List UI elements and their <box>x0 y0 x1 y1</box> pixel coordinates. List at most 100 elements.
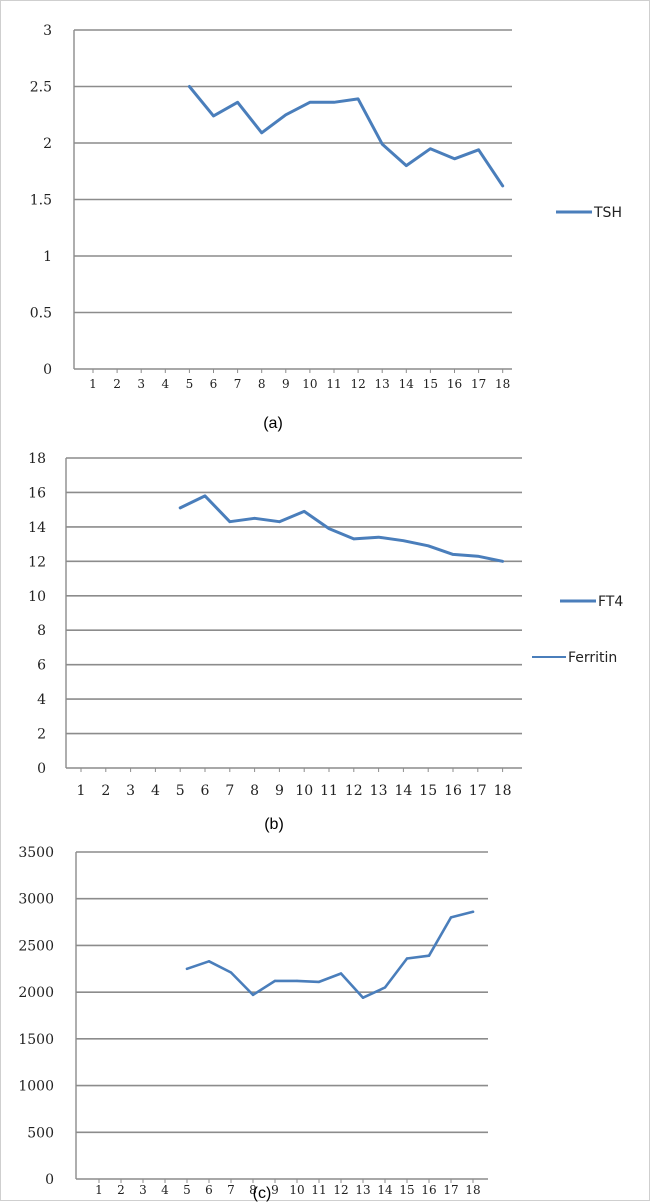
data-point <box>295 979 299 983</box>
data-point <box>501 560 504 563</box>
x-tick-label: 10 <box>295 783 313 799</box>
data-point <box>405 957 409 960</box>
series-line-tsh <box>187 85 505 188</box>
x-tick-label: 8 <box>249 1183 257 1197</box>
x-tick-label: 5 <box>183 1183 191 1197</box>
x-tick-label: 4 <box>161 1183 169 1197</box>
x-tick-label: 1 <box>77 783 86 799</box>
x-tick-label: 18 <box>495 377 510 391</box>
data-point <box>339 972 343 975</box>
panel-caption: (c) <box>253 1185 272 1202</box>
series-line-ft4 <box>178 494 505 563</box>
data-point <box>212 114 215 118</box>
x-tick-label: 8 <box>250 783 259 799</box>
x-tick-label: 18 <box>494 783 512 799</box>
data-point <box>429 147 432 150</box>
y-tick-label: 6 <box>37 658 46 674</box>
data-point <box>207 960 211 963</box>
y-tick-label: 3 <box>43 23 52 39</box>
legend-label: TSH <box>593 205 622 221</box>
data-point <box>501 184 504 188</box>
y-tick-label: 1.5 <box>30 193 52 209</box>
x-tick-label: 9 <box>282 377 290 391</box>
data-point <box>303 510 306 513</box>
data-point <box>236 101 239 104</box>
data-point <box>203 494 207 498</box>
x-tick-label: 12 <box>333 1183 348 1197</box>
x-tick-label: 2 <box>101 783 110 799</box>
y-tick-label: 10 <box>28 589 46 605</box>
x-tick-label: 5 <box>186 377 194 391</box>
x-tick-label: 3 <box>139 1183 147 1197</box>
data-point <box>361 996 365 999</box>
legend-label: FT4 <box>598 594 623 610</box>
x-tick-label: 9 <box>271 1183 279 1197</box>
data-point <box>427 544 430 548</box>
y-tick-label: 18 <box>28 451 46 467</box>
x-tick-label: 13 <box>375 377 390 391</box>
data-point <box>188 85 191 88</box>
y-tick-label: 0.5 <box>30 306 52 322</box>
y-tick-label: 2 <box>43 136 52 152</box>
x-tick-label: 8 <box>258 377 266 391</box>
x-tick-label: 7 <box>225 783 234 799</box>
y-tick-label: 500 <box>27 1125 54 1141</box>
data-point <box>228 520 231 523</box>
data-point <box>273 979 277 983</box>
data-point <box>381 142 384 146</box>
x-tick-label: 14 <box>399 377 415 391</box>
x-tick-label: 15 <box>423 377 438 391</box>
y-tick-label: 0 <box>45 1172 54 1188</box>
x-tick-label: 11 <box>311 1183 326 1197</box>
data-point <box>317 980 321 984</box>
x-tick-label: 3 <box>126 783 135 799</box>
data-point <box>260 131 263 135</box>
data-point <box>377 536 380 539</box>
x-tick-label: 13 <box>370 783 388 799</box>
x-tick-label: 7 <box>234 377 242 391</box>
data-point <box>352 537 355 541</box>
data-point <box>253 517 256 520</box>
x-tick-label: 10 <box>289 1183 304 1197</box>
x-tick-label: 1 <box>89 377 97 391</box>
data-point <box>179 506 182 510</box>
x-tick-label: 7 <box>227 1183 235 1197</box>
x-tick-label: 6 <box>201 783 210 799</box>
x-tick-label: 17 <box>469 783 487 799</box>
y-tick-label: 16 <box>28 485 46 501</box>
data-point <box>308 101 312 104</box>
x-tick-label: 13 <box>355 1183 370 1197</box>
data-point <box>278 520 281 523</box>
data-point <box>185 967 189 970</box>
x-tick-label: 2 <box>117 1183 125 1197</box>
data-point <box>427 954 431 957</box>
x-tick-label: 15 <box>399 1183 414 1197</box>
x-tick-label: 3 <box>137 377 145 391</box>
x-tick-label: 14 <box>377 1183 393 1197</box>
panel-caption: (a) <box>263 415 283 432</box>
y-tick-label: 12 <box>28 554 46 570</box>
data-point <box>356 97 360 101</box>
data-point <box>402 539 405 542</box>
y-tick-label: 2500 <box>18 938 54 954</box>
data-point <box>451 553 455 556</box>
x-tick-label: 6 <box>205 1183 213 1197</box>
data-point <box>327 527 331 530</box>
panel-caption: (b) <box>264 816 284 833</box>
x-tick-label: 16 <box>444 783 462 799</box>
y-tick-label: 8 <box>37 623 46 639</box>
x-tick-label: 16 <box>421 1183 436 1197</box>
y-tick-label: 0 <box>37 761 46 777</box>
x-tick-label: 10 <box>302 377 317 391</box>
x-tick-label: 11 <box>326 377 341 391</box>
y-tick-label: 2.5 <box>30 80 52 96</box>
x-tick-label: 14 <box>394 783 412 799</box>
data-point <box>476 554 479 558</box>
y-tick-label: 14 <box>28 520 46 536</box>
x-tick-label: 4 <box>161 377 169 391</box>
x-tick-label: 9 <box>275 783 284 799</box>
x-tick-label: 12 <box>345 783 363 799</box>
x-tick-label: 18 <box>465 1183 480 1197</box>
